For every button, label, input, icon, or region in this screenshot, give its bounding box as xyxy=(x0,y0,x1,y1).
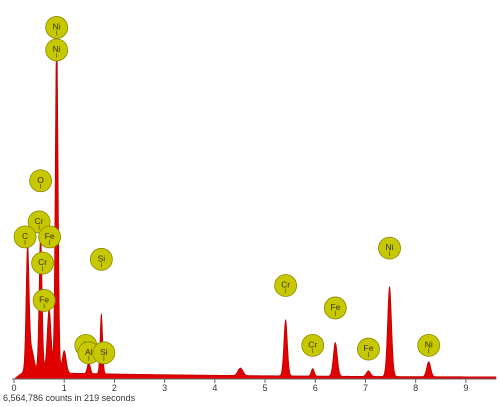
x-tick-label: 6 xyxy=(313,383,318,393)
x-tick-label: 2 xyxy=(112,383,117,393)
element-marker-circle xyxy=(38,225,62,249)
counts-summary: 6,564,786 counts in 219 seconds xyxy=(3,393,136,403)
element-marker-label: O xyxy=(37,175,44,185)
element-marker-label: Ni xyxy=(53,21,61,31)
spectrum-area xyxy=(14,29,497,380)
element-marker-circle xyxy=(357,337,380,361)
element-marker: O xyxy=(29,169,53,193)
element-marker-label: Cr xyxy=(308,339,317,349)
element-marker-label: Fe xyxy=(330,302,340,312)
element-marker-label: Si xyxy=(100,347,108,357)
element-marker-label: Fe xyxy=(39,294,49,304)
element-marker: Cr xyxy=(301,333,325,357)
element-annotations: NiNiOCrCFeCrFeSiAlAlSiCrCrFeFeNiNi xyxy=(13,16,441,365)
element-marker-circle xyxy=(323,296,347,320)
element-marker-circle xyxy=(31,251,55,275)
element-marker-label: Cr xyxy=(281,280,290,290)
element-marker: Fe xyxy=(357,337,380,361)
x-tick-label: 1 xyxy=(62,383,67,393)
element-marker: Fe xyxy=(38,225,62,249)
element-marker: Si xyxy=(92,341,116,365)
x-tick-label: 7 xyxy=(363,383,368,393)
element-marker-circle xyxy=(13,225,37,249)
element-marker-label: Al xyxy=(85,347,93,357)
element-marker: Ni xyxy=(45,16,69,39)
element-marker: Cr xyxy=(31,251,55,275)
element-marker-label: Si xyxy=(98,253,106,263)
element-marker-circle xyxy=(32,289,56,312)
element-marker: Fe xyxy=(323,296,347,320)
x-tick-label: 9 xyxy=(463,383,468,393)
x-tick-label: 4 xyxy=(212,383,217,393)
element-marker-circle xyxy=(92,341,116,365)
element-marker-label: C xyxy=(22,231,28,241)
x-tick-label: 5 xyxy=(263,383,268,393)
element-marker: Si xyxy=(89,247,113,271)
x-tick-label: 0 xyxy=(11,383,16,393)
element-marker: Cr xyxy=(274,274,298,297)
x-tick-label: 8 xyxy=(413,383,418,393)
element-marker-label: Cr xyxy=(38,257,47,267)
element-marker-circle xyxy=(45,16,69,39)
element-marker-label: Ni xyxy=(386,242,394,252)
element-marker-circle xyxy=(417,333,441,357)
element-marker: C xyxy=(13,225,37,249)
element-marker-label: Fe xyxy=(45,231,55,241)
element-marker-circle xyxy=(45,38,69,62)
x-ticks: 0 1 2 3 4 5 6 7 8 9 xyxy=(11,379,468,393)
element-marker-label: Cr xyxy=(35,216,44,226)
element-marker: Ni xyxy=(378,236,401,260)
x-tick-label: 3 xyxy=(162,383,167,393)
element-marker: Fe xyxy=(32,289,56,312)
element-marker: Ni xyxy=(45,38,69,62)
element-marker-label: Ni xyxy=(425,339,433,349)
element-marker-circle xyxy=(29,169,53,193)
element-marker-label: Fe xyxy=(364,343,374,353)
element-marker-label: Ni xyxy=(53,44,61,54)
element-marker: Ni xyxy=(417,333,441,357)
element-marker-circle xyxy=(274,274,298,297)
element-marker-circle xyxy=(378,236,401,260)
element-marker-circle xyxy=(89,247,113,271)
element-marker-circle xyxy=(301,333,325,357)
